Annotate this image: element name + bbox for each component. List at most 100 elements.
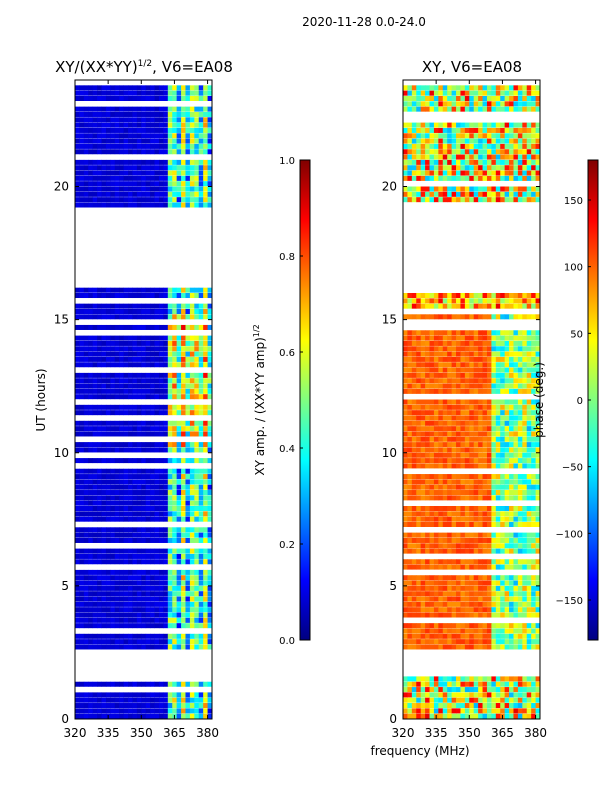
heatmap-cell <box>522 351 528 357</box>
heatmap-cell <box>132 474 138 480</box>
heatmap-cell <box>473 372 479 378</box>
heatmap-cell <box>526 404 532 410</box>
heatmap-cell <box>460 532 466 538</box>
heatmap-cell <box>460 298 466 304</box>
heatmap-cell <box>141 639 147 645</box>
heatmap-cell <box>92 559 98 565</box>
heatmap-cell <box>167 165 173 171</box>
heatmap-cell <box>75 553 80 559</box>
heatmap-cell <box>500 335 506 341</box>
heatmap-cell <box>154 500 160 506</box>
heatmap-cell <box>500 388 506 394</box>
heatmap-cell <box>105 633 111 639</box>
heatmap-cell <box>473 559 479 565</box>
heatmap-cell <box>123 149 129 155</box>
heatmap-cell <box>92 516 98 522</box>
heatmap-cell <box>491 367 497 373</box>
heatmap-cell <box>154 85 160 91</box>
heatmap-cell <box>101 149 107 155</box>
heatmap-cell <box>526 591 532 597</box>
heatmap-cell <box>198 356 204 362</box>
heatmap-cell <box>433 591 439 597</box>
heatmap-cell <box>411 431 417 437</box>
heatmap-cell <box>194 308 200 314</box>
heatmap-cell <box>460 490 466 496</box>
heatmap-cell <box>473 436 479 442</box>
heatmap-cell <box>429 298 435 304</box>
heatmap-cell <box>132 170 138 176</box>
heatmap-cell <box>526 372 532 378</box>
heatmap-cell <box>531 356 536 362</box>
heatmap-cell <box>482 415 488 421</box>
heatmap-cell <box>189 420 195 426</box>
heatmap-cell <box>119 431 125 437</box>
heatmap-cell <box>464 426 470 432</box>
heatmap-cell <box>469 159 475 165</box>
heatmap-cell <box>460 452 466 458</box>
heatmap-cell <box>451 463 457 469</box>
heatmap-cell <box>425 143 430 149</box>
heatmap-cell <box>531 415 536 421</box>
heatmap-cell <box>416 293 422 299</box>
heatmap-cell <box>114 170 120 176</box>
heatmap-cell <box>442 138 448 144</box>
heatmap-cell <box>522 596 528 602</box>
heatmap-cell <box>97 122 102 128</box>
heatmap-cell <box>181 165 186 171</box>
heatmap-cell <box>509 687 514 693</box>
heatmap-cell <box>460 399 466 405</box>
heatmap-cell <box>438 474 444 480</box>
heatmap-cell <box>513 532 519 538</box>
heatmap-cell <box>517 442 523 448</box>
heatmap-cell <box>442 623 448 629</box>
heatmap-cell <box>132 165 138 171</box>
heatmap-cell <box>425 138 430 144</box>
heatmap-cell <box>491 521 497 527</box>
heatmap-cell <box>207 383 212 389</box>
heatmap-cell <box>473 639 479 645</box>
heatmap-cell <box>513 346 519 352</box>
heatmap-cell <box>207 90 212 96</box>
heatmap-cell <box>92 175 98 181</box>
heatmap-cell <box>517 420 523 426</box>
heatmap-cell <box>207 479 212 485</box>
heatmap-cell <box>464 372 470 378</box>
heatmap-cell <box>451 415 457 421</box>
heatmap-cell <box>105 351 111 357</box>
heatmap-cell <box>464 548 470 554</box>
heatmap-cell <box>119 569 125 575</box>
heatmap-cell <box>407 537 413 543</box>
heatmap-cell <box>456 713 461 719</box>
heatmap-cell <box>517 367 523 373</box>
heatmap-cell <box>526 420 532 426</box>
heatmap-cell <box>167 596 173 602</box>
heatmap-cell <box>185 527 191 533</box>
heatmap-cell <box>526 410 532 416</box>
heatmap-cell <box>150 697 155 703</box>
heatmap-cell <box>75 394 80 400</box>
heatmap-cell <box>198 511 204 517</box>
heatmap-cell <box>203 532 208 538</box>
heatmap-cell <box>194 362 200 368</box>
heatmap-cell <box>403 585 408 591</box>
heatmap-cell <box>416 463 422 469</box>
heatmap-cell <box>495 170 501 176</box>
heatmap-cell <box>433 580 439 586</box>
heatmap-cell <box>189 601 195 607</box>
heatmap-cell <box>92 527 98 533</box>
heatmap-cell <box>517 548 523 554</box>
heatmap-cell <box>464 681 470 687</box>
heatmap-cell <box>167 287 173 293</box>
heatmap-cell <box>207 639 212 645</box>
heatmap-cell <box>75 197 80 203</box>
heatmap-cell <box>509 346 514 352</box>
heatmap-cell <box>460 186 466 192</box>
heatmap-cell <box>407 644 413 650</box>
heatmap-cell <box>105 186 111 192</box>
heatmap-cell <box>163 474 169 480</box>
heatmap-cell <box>517 351 523 357</box>
heatmap-cell <box>522 506 528 512</box>
heatmap-cell <box>132 293 138 299</box>
heatmap-cell <box>526 303 532 309</box>
heatmap-cell <box>482 612 488 618</box>
